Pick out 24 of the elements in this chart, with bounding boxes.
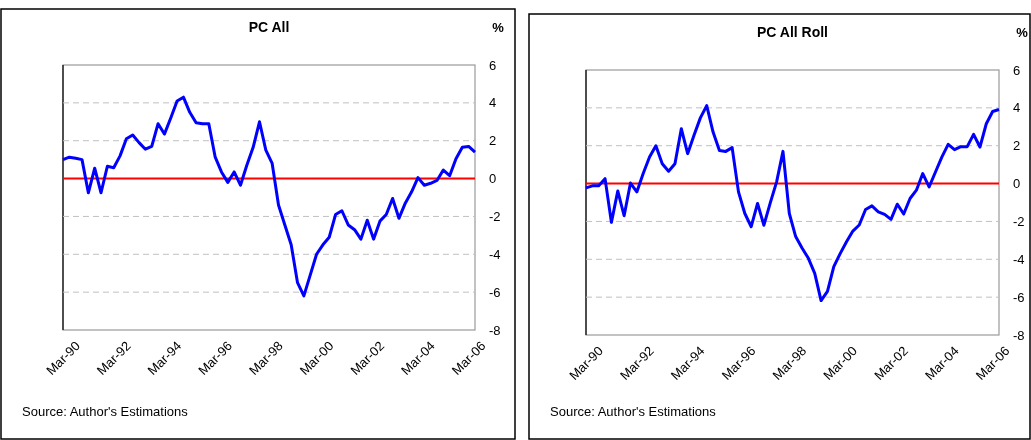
y-axis-title: % bbox=[492, 20, 505, 35]
source-note: Source: Author's Estimations bbox=[550, 404, 717, 419]
y-tick-label: 0 bbox=[489, 171, 497, 187]
y-tick-label: -8 bbox=[489, 322, 501, 338]
y-tick-label: -2 bbox=[1013, 213, 1025, 229]
y-tick-label: -6 bbox=[489, 284, 501, 300]
y-tick-label: 2 bbox=[1013, 138, 1021, 154]
y-tick-label: -8 bbox=[1013, 327, 1025, 343]
y-tick-label: 0 bbox=[1013, 176, 1021, 192]
y-tick-label: -6 bbox=[1013, 289, 1025, 305]
y-tick-label: 6 bbox=[1013, 62, 1021, 78]
chart-title: PC All bbox=[248, 19, 290, 35]
y-tick-label: 4 bbox=[489, 95, 497, 111]
y-tick-label: 6 bbox=[489, 57, 497, 73]
y-axis-title: % bbox=[1016, 25, 1029, 40]
source-note: Source: Author's Estimations bbox=[22, 404, 189, 419]
chart-title: PC All Roll bbox=[756, 24, 829, 40]
y-tick-label: -4 bbox=[1013, 251, 1025, 267]
line-series bbox=[61, 95, 477, 298]
y-tick-label: 2 bbox=[489, 133, 497, 149]
y-tick-label: 4 bbox=[1013, 100, 1021, 116]
y-tick-label: -4 bbox=[489, 246, 501, 262]
y-tick-label: -2 bbox=[489, 208, 501, 224]
line-series bbox=[584, 104, 1001, 303]
